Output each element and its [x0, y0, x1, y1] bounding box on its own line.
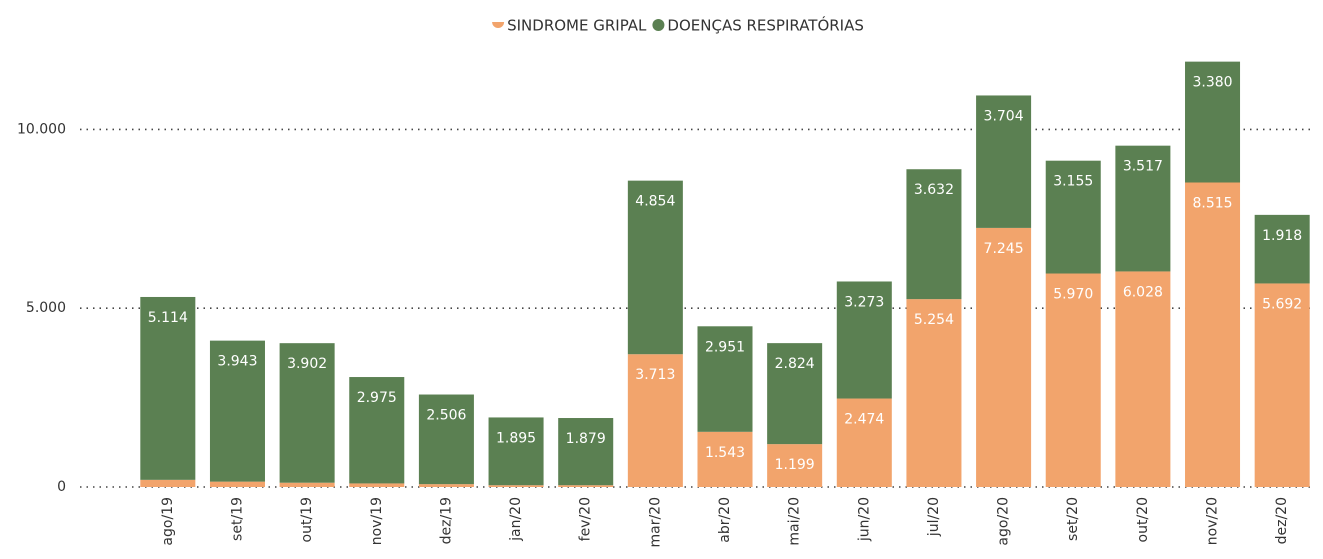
value-label: 3.704: [984, 108, 1024, 124]
x-tick-label: out/20: [1135, 497, 1151, 542]
value-label: 3.273: [844, 294, 884, 310]
bar-segment: [279, 343, 335, 483]
value-label: 3.155: [1053, 174, 1093, 190]
x-tick-label: jan/20: [508, 497, 524, 542]
value-label: 2.506: [426, 408, 466, 424]
bar-segment: [558, 485, 614, 487]
x-tick-label: out/19: [299, 497, 315, 542]
value-label: 8.515: [1192, 196, 1232, 212]
legend-label: DOENÇAS RESPIRATÓRIAS: [667, 16, 863, 35]
x-tick-label: jul/20: [926, 497, 942, 537]
bar-segment: [1254, 214, 1310, 284]
x-tick-label: dez/19: [438, 497, 454, 544]
x-tick-label: fev/20: [578, 497, 594, 541]
value-label: 2.951: [705, 339, 745, 355]
value-label: 5.970: [1053, 287, 1093, 303]
value-label: 5.114: [148, 310, 188, 326]
bar-segment: [906, 299, 962, 487]
value-label: 5.254: [914, 312, 954, 328]
legend-marker: [652, 19, 665, 31]
bar-segment: [906, 169, 962, 300]
y-tick-label: 0: [57, 479, 66, 495]
bar-segment: [697, 326, 753, 432]
x-tick-label: jun/20: [856, 497, 872, 542]
bar-segment: [279, 482, 335, 487]
value-label: 3.517: [1123, 159, 1163, 175]
bar-segment: [1115, 145, 1171, 272]
x-tick-label: abr/20: [717, 497, 733, 543]
x-tick-label: set/19: [229, 497, 245, 541]
value-label: 6.028: [1123, 284, 1163, 300]
value-label: 2.474: [844, 412, 884, 428]
bar-segment: [488, 485, 544, 487]
bar-segment: [836, 398, 892, 487]
x-tick-label: nov/20: [1205, 497, 1221, 545]
bar-segment: [488, 417, 544, 486]
bar-segment: [1185, 61, 1241, 183]
x-tick-label: dez/20: [1274, 497, 1290, 544]
x-tick-label: set/20: [1065, 497, 1081, 541]
bar-segment: [836, 281, 892, 399]
value-label: 5.692: [1262, 296, 1302, 312]
value-label: 2.824: [775, 356, 815, 372]
value-label: 2.975: [357, 390, 397, 406]
value-label: 1.895: [496, 430, 536, 446]
value-label: 1.918: [1262, 228, 1302, 244]
bar-segment: [1045, 273, 1101, 487]
value-label: 1.879: [566, 431, 606, 447]
value-label: 3.632: [914, 182, 954, 198]
bar-segment: [976, 227, 1032, 487]
bar-segment: [767, 343, 823, 445]
bar-segment: [140, 479, 196, 487]
x-tick-label: mai/20: [787, 497, 803, 546]
bar-segment: [1254, 283, 1310, 487]
value-label: 1.199: [775, 457, 815, 473]
bar-segment: [1185, 182, 1241, 487]
value-label: 4.854: [635, 194, 675, 210]
value-label: 3.380: [1192, 75, 1232, 91]
bar-segment: [1045, 160, 1101, 274]
legend-marker: [492, 22, 505, 28]
bar-segment: [767, 444, 823, 487]
legend-item: DOENÇAS RESPIRATÓRIAS: [652, 16, 864, 35]
x-tick-label: ago/20: [996, 497, 1012, 546]
bar-segment: [976, 95, 1032, 228]
y-tick-label: 5.000: [26, 300, 66, 316]
bar-segment: [209, 481, 265, 487]
legend-label: SINDROME GRIPAL: [507, 17, 647, 35]
bar-segment: [627, 180, 683, 355]
value-label: 3.902: [287, 356, 327, 372]
y-tick-label: 10.000: [17, 121, 66, 137]
value-label: 3.713: [635, 367, 675, 383]
bar-segment: [140, 296, 196, 480]
bar-segment: [349, 483, 405, 487]
bar-segment: [627, 354, 683, 487]
bar-segment: [418, 394, 474, 485]
bar-segment: [697, 431, 753, 487]
bar-segment: [418, 484, 474, 487]
x-tick-label: nov/19: [369, 497, 385, 545]
value-label: 1.543: [705, 445, 745, 461]
bar-segment: [558, 418, 614, 486]
bar-segment: [209, 340, 265, 482]
x-tick-label: ago/19: [160, 497, 176, 546]
x-tick-label: mar/20: [647, 497, 663, 548]
legend: SINDROME GRIPAL DOENÇAS RESPIRATÓRIAS: [492, 16, 864, 35]
legend-item: SINDROME GRIPAL: [492, 17, 647, 35]
bar-segment: [349, 377, 405, 484]
value-label: 3.943: [217, 354, 257, 370]
value-label: 7.245: [984, 241, 1024, 257]
bar-segment: [1115, 271, 1171, 487]
